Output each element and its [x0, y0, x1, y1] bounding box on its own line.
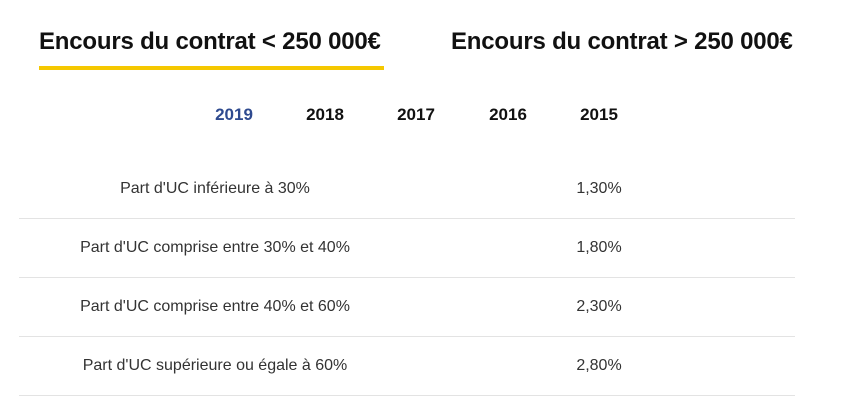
year-tab-2015[interactable]: 2015 [580, 105, 618, 124]
rate-label: Part d'UC supérieure ou égale à 60% [82, 357, 348, 374]
table-row: Part d'UC supérieure ou égale à 60% 2,80… [19, 337, 795, 396]
year-tab-2018[interactable]: 2018 [306, 105, 344, 124]
rate-label: Part d'UC inférieure à 30% [120, 180, 310, 197]
rate-label: Part d'UC comprise entre 30% et 40% [80, 239, 350, 256]
tab-encours-superieur-250000[interactable]: Encours du contrat > 250 000€ [451, 28, 793, 55]
rate-value: 1,80% [576, 239, 622, 256]
rate-value: 2,30% [576, 298, 622, 315]
table-row: Part d'UC comprise entre 40% et 60% 2,30… [19, 278, 795, 337]
year-tab-2017[interactable]: 2017 [397, 105, 435, 124]
rate-value: 2,80% [576, 357, 622, 374]
year-tab-2016[interactable]: 2016 [489, 105, 527, 124]
rate-table: Part d'UC inférieure à 30% 1,30% Part d'… [19, 160, 795, 396]
tab-encours-inferieur-250000[interactable]: Encours du contrat < 250 000€ [39, 28, 384, 70]
rate-label: Part d'UC comprise entre 40% et 60% [80, 298, 350, 315]
table-row: Part d'UC inférieure à 30% 1,30% [19, 160, 795, 219]
rate-value: 1,30% [576, 180, 622, 197]
table-row: Part d'UC comprise entre 30% et 40% 1,80… [19, 219, 795, 278]
year-tabs: 2019 2018 2017 2016 2015 [0, 105, 844, 129]
year-tab-2019[interactable]: 2019 [215, 105, 253, 124]
